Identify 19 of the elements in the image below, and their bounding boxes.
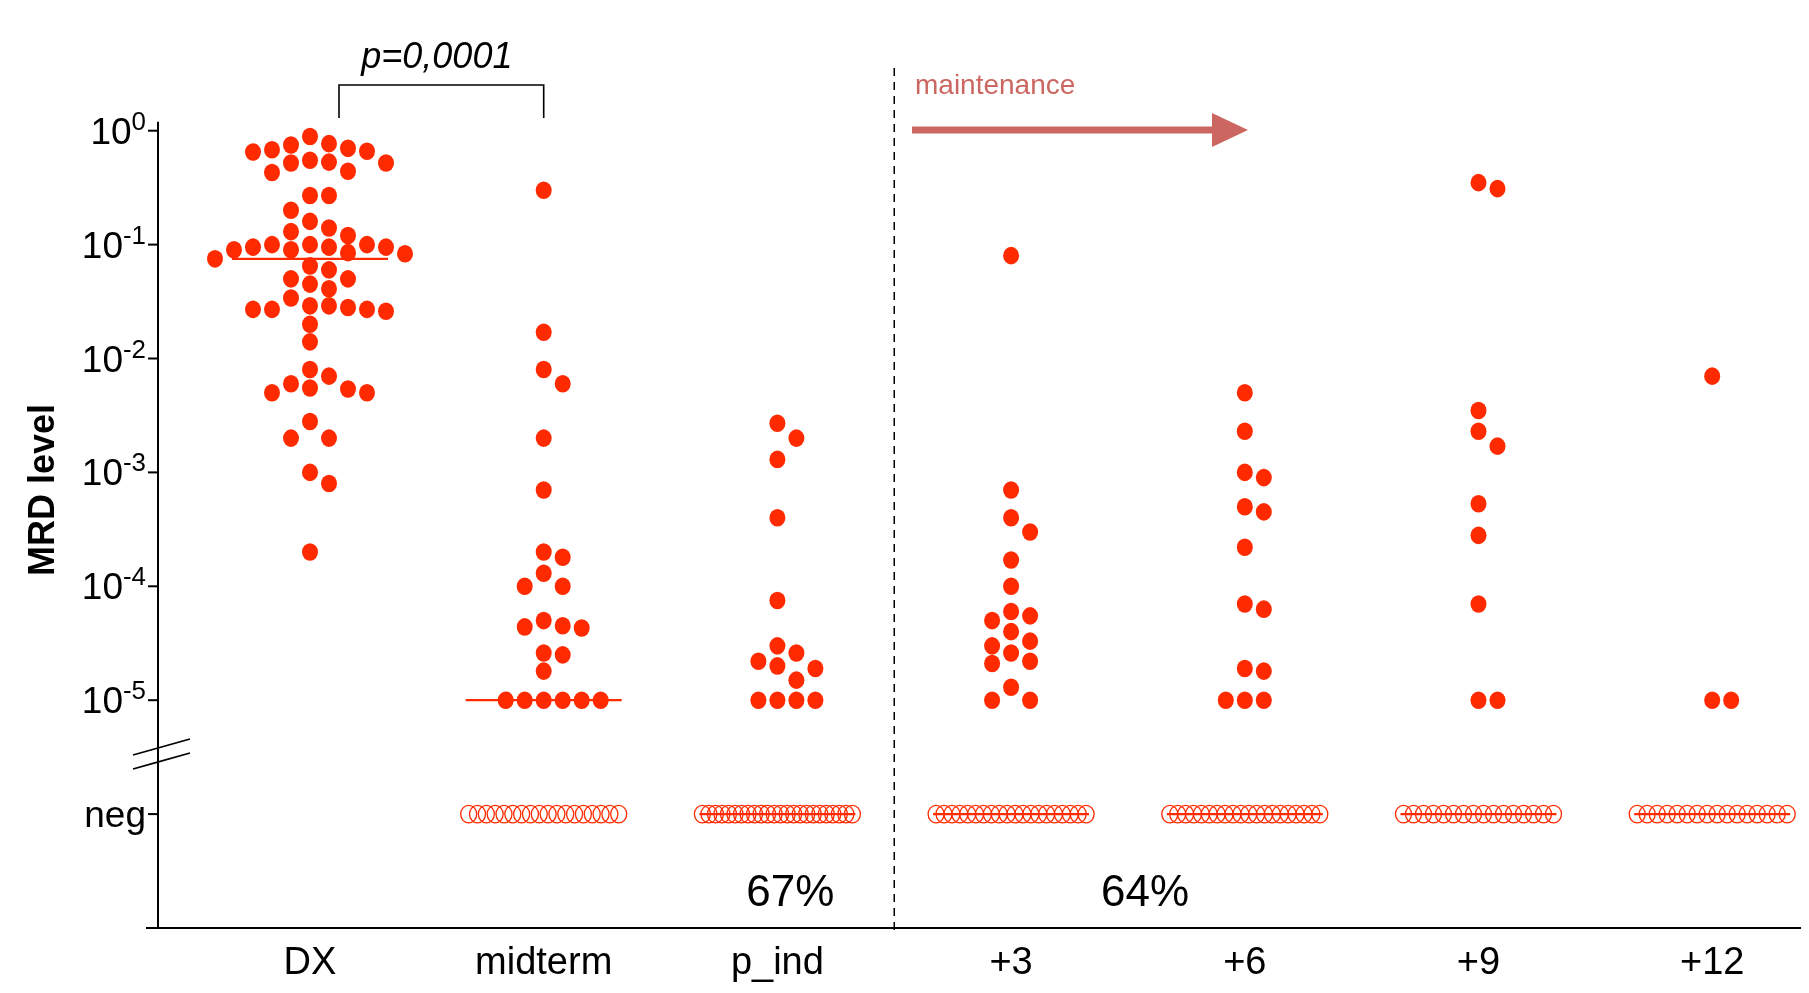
y-tick-label: 10$^{-2}$ (81, 334, 146, 380)
y-tick-label: 10$^{-4}$ (81, 562, 146, 608)
y-axis-title: MRD level (21, 403, 62, 577)
x-tick-label: +12 (1679, 940, 1745, 982)
y-tick-label: 10$^{0}$ (90, 106, 146, 152)
annotation: 67% (746, 866, 835, 915)
x-tick-label: +6 (1223, 940, 1267, 982)
annotation: 64% (1101, 866, 1190, 915)
text: maintenance (915, 69, 1076, 100)
x-tick-label: midterm (475, 940, 613, 982)
x-tick-label: DX (283, 940, 337, 982)
y-tick-label: 10$^{-5}$ (81, 676, 146, 722)
x-tick-label: +3 (989, 940, 1033, 982)
y-tick-label: neg (84, 794, 146, 836)
y-tick-label: 10$^{-3}$ (81, 448, 146, 494)
x-tick-label: p_ind (730, 940, 824, 982)
text: p=0,0001 (360, 35, 513, 76)
x-tick-label: +9 (1456, 940, 1501, 982)
y-tick-label: 10$^{-1}$ (81, 220, 146, 266)
